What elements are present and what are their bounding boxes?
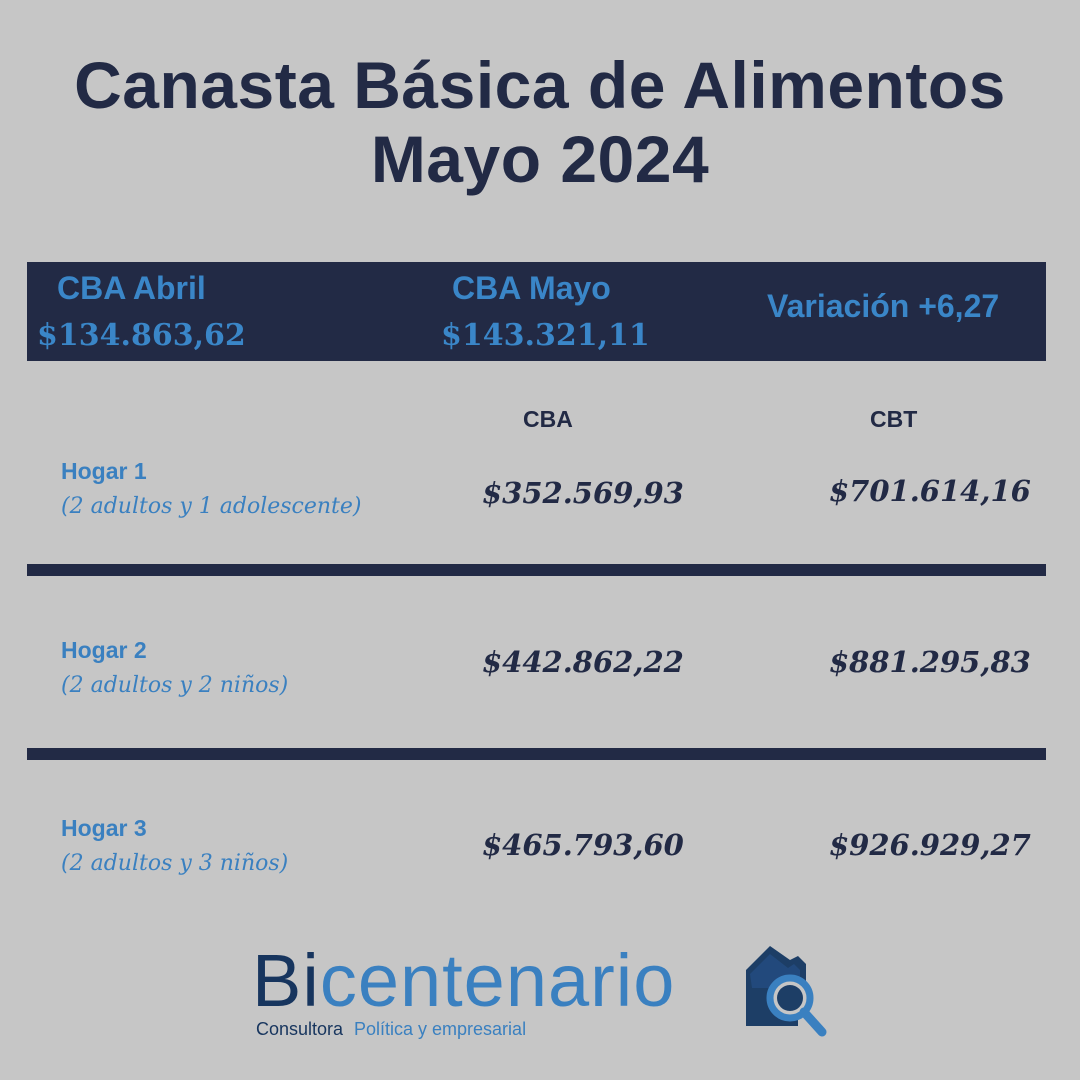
- hogar-1-description: (2 adultos y 1 adolescente): [61, 494, 362, 519]
- hogar-2-cbt-value: $881.295,83: [829, 645, 1031, 679]
- hogar-3-name: Hogar 3: [61, 815, 147, 841]
- page-subtitle: Mayo 2024: [370, 122, 710, 196]
- hogar-1-cbt-value: $701.614,16: [829, 474, 1031, 508]
- hogar-3-description: (2 adultos y 3 niños): [61, 851, 289, 876]
- house-magnifier-icon: [738, 940, 830, 1045]
- cba-abril-label: CBA Abril: [57, 270, 206, 306]
- brand-tagline-consultora: Consultora: [256, 1019, 344, 1039]
- hogar-1-name: Hogar 1: [61, 458, 147, 484]
- column-header-cbt: CBT: [870, 406, 918, 432]
- brand-tagline-politica: Política y empresarial: [354, 1019, 527, 1039]
- brand-logo-rest: centenario: [319, 939, 676, 1022]
- summary-band: CBA Abril $134.863,62 CBA Mayo $143.321,…: [27, 262, 1046, 361]
- cba-mayo-value: $143.321,11: [441, 318, 650, 353]
- page-title: Canasta Básica de Alimentos: [74, 48, 1006, 122]
- hogar-1-cba-value: $352.569,93: [482, 476, 684, 510]
- row-divider: [27, 564, 1046, 576]
- brand-logo: Bicentenario: [252, 944, 675, 1018]
- cba-abril-value: $134.863,62: [37, 318, 246, 353]
- hogar-2-name: Hogar 2: [61, 637, 147, 663]
- column-header-cba: CBA: [523, 406, 573, 432]
- hogar-2-cba-value: $442.862,22: [482, 645, 684, 679]
- variacion-label: Variación +6,27: [767, 288, 1000, 324]
- hogar-3-cba-value: $465.793,60: [482, 828, 684, 862]
- hogar-3-cbt-value: $926.929,27: [829, 828, 1031, 862]
- cba-mayo-label: CBA Mayo: [452, 270, 611, 306]
- brand-logo-bi: Bi: [252, 939, 320, 1022]
- row-divider: [27, 748, 1046, 760]
- hogar-2-description: (2 adultos y 2 niños): [61, 673, 289, 698]
